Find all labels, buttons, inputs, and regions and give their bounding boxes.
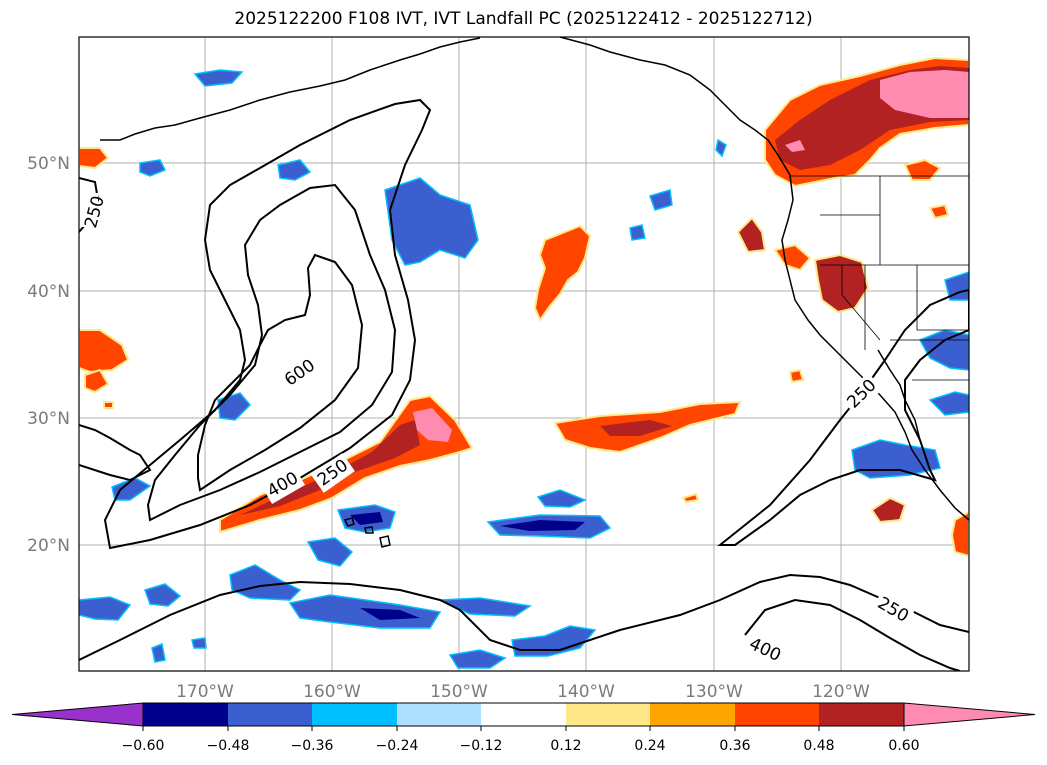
colorbar-bin [143, 703, 228, 726]
baja-coast [877, 349, 921, 441]
colorbar-extend-high [903, 702, 1036, 727]
negative-pc-regions [79, 69, 969, 669]
navy-patch [360, 608, 420, 620]
blue-patch [384, 177, 479, 266]
contour-250-south [79, 573, 969, 661]
blue-patch [715, 138, 727, 158]
map-content: 250 600 400 250 250 250 400 [79, 37, 969, 671]
blue-patch [193, 69, 244, 87]
blue-patch [511, 625, 597, 657]
blue-patch [144, 583, 182, 607]
blue-patch [629, 224, 646, 241]
colorbar-tick-label: 0.48 [803, 738, 834, 754]
darkred-patch [240, 420, 420, 515]
blue-patch [79, 596, 132, 621]
colorbar-tick-label: 0.12 [550, 738, 581, 754]
colorbar-bin [650, 703, 735, 726]
colorbar-tick-label: −0.48 [207, 738, 250, 754]
blue-patch [191, 637, 207, 649]
blue-patch [851, 439, 941, 479]
darkred-patch [813, 253, 870, 314]
orange-patch [79, 329, 130, 374]
orange-patch [103, 401, 114, 409]
colorbar-bin [566, 703, 650, 726]
orange-patch [928, 203, 950, 220]
blue-patch [928, 391, 969, 416]
borders [790, 175, 969, 381]
lat-label: 30°N [27, 409, 70, 429]
blue-patch [288, 594, 442, 629]
lon-label: 120°W [812, 682, 870, 702]
lon-label: 130°W [685, 682, 743, 702]
orange-patch [788, 368, 805, 384]
colorbar-bin [397, 703, 481, 726]
colorbar-tick-label: −0.24 [376, 738, 419, 754]
contour-600-west [197, 253, 364, 492]
colorbar-ticks [142, 726, 905, 731]
colorbar-tick-label: 0.24 [634, 738, 665, 754]
pink-patch [413, 408, 452, 442]
colorbar-tick-label: −0.12 [460, 738, 503, 754]
contour-250-left-mid [79, 424, 152, 482]
colorbar-tick-label: −0.60 [122, 738, 165, 754]
navy-patch [350, 512, 383, 525]
colorbar-tick-label: 0.36 [719, 738, 750, 754]
orange-patch [681, 492, 700, 504]
colorbar-tick-label: −0.36 [291, 738, 334, 754]
blue-patch [536, 489, 587, 508]
pink-patch [880, 70, 969, 118]
darkred-patch [600, 420, 672, 436]
longitude-labels: 170°W 160°W 150°W 140°W 130°W 120°W [176, 682, 870, 702]
lat-label: 40°N [27, 282, 70, 302]
latitude-labels: 50°N 40°N 30°N 20°N [27, 154, 70, 556]
blue-patch [151, 642, 166, 663]
blue-patch [277, 159, 312, 181]
blue-patch [306, 537, 354, 567]
blue-patch [439, 597, 533, 617]
colorbar-bin [819, 703, 904, 726]
darkred-patch [870, 496, 907, 524]
orange-patch [79, 147, 110, 170]
blue-patch [944, 271, 969, 301]
coastlines [100, 37, 969, 548]
orange-patch [533, 224, 592, 323]
navy-patch [500, 520, 585, 531]
orange-patch [903, 158, 942, 181]
map-frame [78, 36, 970, 672]
colorbar-bin [228, 703, 312, 726]
chart-title: 2025122200 F108 IVT, IVT Landfall PC (20… [234, 9, 813, 29]
lon-label: 160°W [303, 682, 361, 702]
na-west-coast [781, 174, 969, 521]
pink-patch [785, 140, 805, 152]
colorbar-extend-low [11, 702, 144, 727]
lon-label: 150°W [430, 682, 488, 702]
colorbar-bin [735, 703, 819, 726]
blue-patch [448, 649, 507, 669]
lat-label: 50°N [27, 154, 70, 174]
lon-label: 170°W [176, 682, 234, 702]
alaska-coast [559, 37, 791, 176]
colorbar-outline [142, 702, 905, 727]
orange-patch [84, 368, 110, 394]
aleutian-coast [100, 37, 481, 141]
hawaii [343, 517, 391, 548]
lon-label: 140°W [557, 682, 615, 702]
colorbar: −0.60 −0.48 −0.36 −0.24 −0.12 0.12 0.24 … [11, 702, 1036, 754]
darkred-patch [736, 216, 767, 254]
colorbar-tick-label: 0.60 [888, 738, 919, 754]
orange-patch [950, 510, 969, 558]
blue-patch [649, 189, 673, 211]
colorbar-bin [312, 703, 397, 726]
contour-400-south [744, 598, 961, 671]
lat-label: 20°N [27, 536, 70, 556]
contour-250-west [103, 98, 432, 550]
blue-patch [139, 159, 167, 177]
contour-labels: 250 600 400 250 250 250 400 [80, 193, 915, 668]
colorbar-bin [481, 703, 566, 726]
